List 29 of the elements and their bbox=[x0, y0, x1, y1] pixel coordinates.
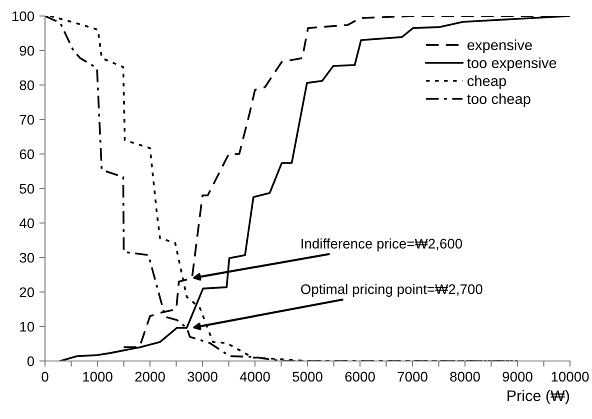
y-tick-label: 80 bbox=[20, 80, 34, 90]
annotation: Indifference price=₩2,600 bbox=[302, 238, 462, 252]
x-tick-label: 3000 bbox=[188, 372, 218, 382]
annotation: Optimal pricing point=₩2,700 bbox=[300, 284, 482, 297]
x-tick-label: 1000 bbox=[83, 372, 112, 382]
legend-label: too cheap bbox=[467, 93, 530, 107]
x-axis-title: Price (₩) bbox=[508, 390, 570, 404]
y-tick-label: 30 bbox=[20, 252, 34, 263]
x-tick-label: 6000 bbox=[345, 372, 375, 382]
legend-label: expensive bbox=[468, 39, 532, 54]
x-tick-label: 8000 bbox=[450, 372, 480, 382]
y-tick-label: 40 bbox=[19, 218, 34, 228]
y-tick-label: 100 bbox=[12, 11, 34, 22]
x-tick-label: 10000 bbox=[552, 372, 589, 382]
y-tick-label: 50 bbox=[20, 184, 34, 194]
x-tick-label: 0 bbox=[42, 372, 48, 382]
x-tick-label: 5000 bbox=[292, 372, 322, 382]
legend-label: too expensive bbox=[467, 57, 556, 72]
x-tick-label: 7000 bbox=[398, 372, 428, 382]
x-tick-label: 2000 bbox=[135, 372, 165, 382]
y-tick-label: 10 bbox=[20, 322, 34, 332]
y-tick-label: 60 bbox=[20, 149, 34, 160]
legend-label: cheap bbox=[468, 75, 506, 90]
y-tick-label: 90 bbox=[20, 46, 34, 56]
x-tick-label: 4000 bbox=[240, 372, 270, 382]
y-tick-label: 0 bbox=[27, 356, 34, 366]
y-tick-label: 20 bbox=[20, 287, 34, 298]
y-tick-label: 70 bbox=[20, 114, 34, 125]
x-tick-label: 9000 bbox=[502, 372, 532, 382]
